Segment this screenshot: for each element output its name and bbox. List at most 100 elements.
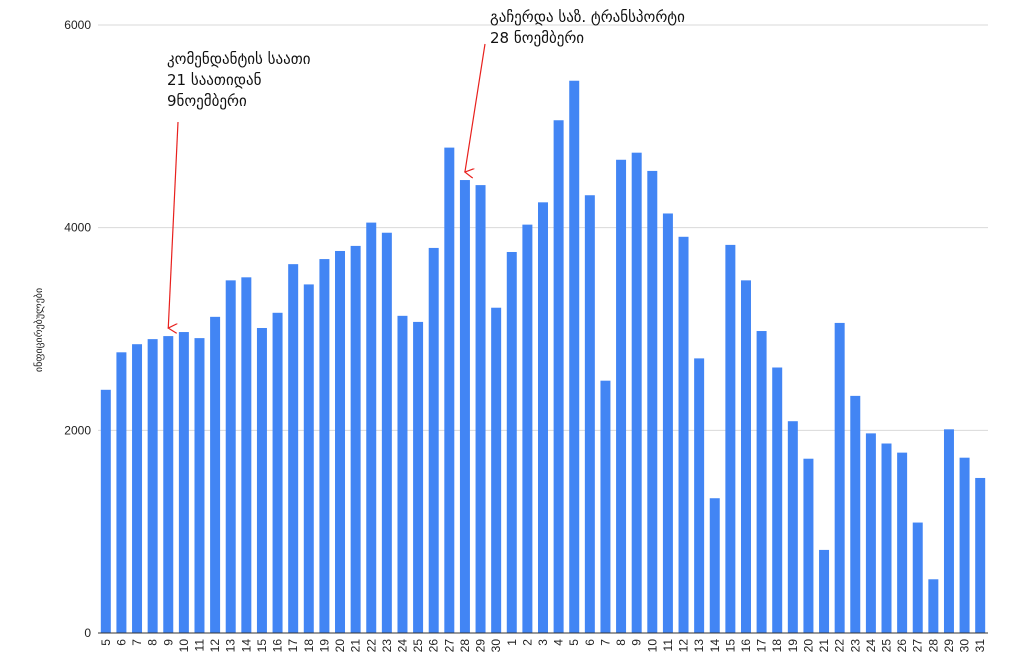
bar xyxy=(319,259,330,633)
x-tick-label: 27 xyxy=(442,639,456,653)
bar xyxy=(163,336,174,633)
bar xyxy=(694,358,705,633)
bar xyxy=(428,247,439,633)
x-tick-label: 30 xyxy=(958,639,972,653)
x-tick-label: 16 xyxy=(271,639,285,653)
y-axis-ticks: 0 2000 4000 6000 xyxy=(64,18,91,640)
bar xyxy=(881,443,892,633)
x-tick-label: 4 xyxy=(552,639,566,646)
x-tick-label: 21 xyxy=(817,639,831,653)
x-tick-label: 10 xyxy=(177,639,191,653)
x-tick-label: 28 xyxy=(458,639,472,653)
x-tick-label: 25 xyxy=(880,639,894,653)
x-tick-label: 13 xyxy=(224,639,238,653)
x-tick-label: 12 xyxy=(208,639,222,653)
x-axis-ticks: 5 6 7 8 9 10 11 12 13 14 15 16 17 18 19 20 21 22 23 24 25 26 2… xyxy=(99,639,987,653)
bar xyxy=(413,321,424,633)
x-tick-label: 24 xyxy=(864,639,878,653)
x-tick-label: 26 xyxy=(427,639,441,653)
bar xyxy=(178,332,189,633)
x-tick-label: 6 xyxy=(114,639,128,646)
bar xyxy=(241,277,252,633)
bar xyxy=(194,338,205,633)
bar xyxy=(725,244,736,633)
x-tick-label: 29 xyxy=(942,639,956,653)
x-tick-label: 7 xyxy=(130,639,144,646)
x-tick-label: 21 xyxy=(349,639,363,653)
bar xyxy=(678,236,689,634)
annotation-arrow xyxy=(465,43,486,172)
bar xyxy=(819,549,830,633)
bar xyxy=(943,429,954,633)
x-tick-label: 29 xyxy=(474,639,488,653)
bar xyxy=(491,307,502,633)
x-tick-label: 14 xyxy=(239,639,253,653)
x-tick-label: 3 xyxy=(536,639,550,646)
x-tick-label: 8 xyxy=(146,639,160,646)
annotation-arrow xyxy=(168,121,179,328)
x-tick-label: 31 xyxy=(973,639,987,653)
y-tick-label: 6000 xyxy=(64,18,91,32)
annotation-text: 21 საათიდან xyxy=(167,71,262,89)
bar xyxy=(335,250,346,633)
x-tick-label: 15 xyxy=(723,639,737,653)
bar xyxy=(803,458,814,633)
bar xyxy=(444,147,455,634)
x-tick-label: 30 xyxy=(489,639,503,653)
bar xyxy=(303,284,314,633)
x-tick-label: 7 xyxy=(598,639,612,646)
bar xyxy=(475,185,486,634)
x-tick-label: 9 xyxy=(161,639,175,646)
bar xyxy=(100,389,111,633)
annotation-text: გაჩერდა საზ. ტრანსპორტი xyxy=(490,8,685,26)
bar xyxy=(459,180,470,634)
x-tick-label: 10 xyxy=(645,639,659,653)
bar xyxy=(662,213,673,634)
y-tick-label: 2000 xyxy=(64,423,91,437)
x-tick-label: 15 xyxy=(255,639,269,653)
bar xyxy=(225,280,236,633)
x-tick-label: 5 xyxy=(99,639,113,646)
x-tick-label: 26 xyxy=(895,639,909,653)
bar xyxy=(147,339,158,633)
bar xyxy=(647,170,658,634)
x-tick-label: 25 xyxy=(411,639,425,653)
x-tick-label: 28 xyxy=(926,639,940,653)
bar xyxy=(616,159,627,633)
y-tick-label: 0 xyxy=(84,626,91,640)
y-tick-label: 4000 xyxy=(64,221,91,235)
x-tick-label: 23 xyxy=(380,639,394,653)
bar xyxy=(381,232,392,634)
bar xyxy=(850,395,861,633)
bar xyxy=(569,80,580,634)
x-tick-label: 8 xyxy=(614,639,628,646)
x-tick-label: 13 xyxy=(692,639,706,653)
bar xyxy=(600,380,611,633)
x-tick-label: 16 xyxy=(739,639,753,653)
bar xyxy=(132,344,143,633)
x-tick-label: 11 xyxy=(192,639,206,652)
x-tick-label: 17 xyxy=(755,639,769,653)
x-tick-label: 18 xyxy=(302,639,316,653)
bar xyxy=(928,579,939,633)
bar xyxy=(506,251,517,634)
x-tick-label: 22 xyxy=(833,639,847,653)
annotation-text: 28 ნოემბერი xyxy=(490,29,584,47)
x-tick-label: 1 xyxy=(505,639,519,646)
bar xyxy=(522,224,533,633)
bar xyxy=(959,457,970,633)
bar xyxy=(397,315,408,633)
bar xyxy=(366,222,377,633)
x-tick-label: 12 xyxy=(677,639,691,653)
bar xyxy=(772,367,783,633)
x-tick-label: 14 xyxy=(708,639,722,653)
annotations: კომენდანტის საათი 21 საათიდან 9ნოემბერი გაჩ… xyxy=(167,8,685,328)
x-tick-label: 27 xyxy=(911,639,925,653)
x-tick-label: 11 xyxy=(661,639,675,652)
bar xyxy=(553,120,564,633)
bar xyxy=(756,331,767,633)
annotation-text: 9ნოემბერი xyxy=(167,92,247,110)
bar xyxy=(897,452,908,633)
bar xyxy=(256,327,267,633)
bar xyxy=(709,498,720,633)
